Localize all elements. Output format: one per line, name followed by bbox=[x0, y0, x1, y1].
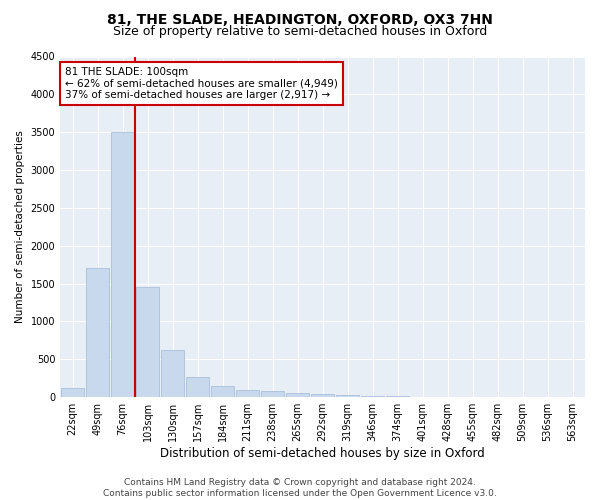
Bar bbox=[86, 268, 109, 397]
Bar bbox=[361, 396, 384, 397]
Bar bbox=[262, 391, 284, 397]
Text: Contains HM Land Registry data © Crown copyright and database right 2024.
Contai: Contains HM Land Registry data © Crown c… bbox=[103, 478, 497, 498]
Bar bbox=[286, 392, 309, 397]
Bar bbox=[311, 394, 334, 397]
Bar bbox=[161, 350, 184, 397]
Y-axis label: Number of semi-detached properties: Number of semi-detached properties bbox=[15, 130, 25, 324]
Bar bbox=[337, 395, 359, 397]
Bar bbox=[61, 388, 84, 397]
X-axis label: Distribution of semi-detached houses by size in Oxford: Distribution of semi-detached houses by … bbox=[160, 447, 485, 460]
Bar bbox=[136, 288, 159, 397]
Bar bbox=[386, 396, 409, 397]
Text: 81, THE SLADE, HEADINGTON, OXFORD, OX3 7HN: 81, THE SLADE, HEADINGTON, OXFORD, OX3 7… bbox=[107, 12, 493, 26]
Text: Size of property relative to semi-detached houses in Oxford: Size of property relative to semi-detach… bbox=[113, 25, 487, 38]
Bar bbox=[211, 386, 234, 397]
Bar bbox=[236, 390, 259, 397]
Text: 81 THE SLADE: 100sqm
← 62% of semi-detached houses are smaller (4,949)
37% of se: 81 THE SLADE: 100sqm ← 62% of semi-detac… bbox=[65, 66, 338, 100]
Bar bbox=[187, 377, 209, 397]
Bar bbox=[112, 132, 134, 397]
